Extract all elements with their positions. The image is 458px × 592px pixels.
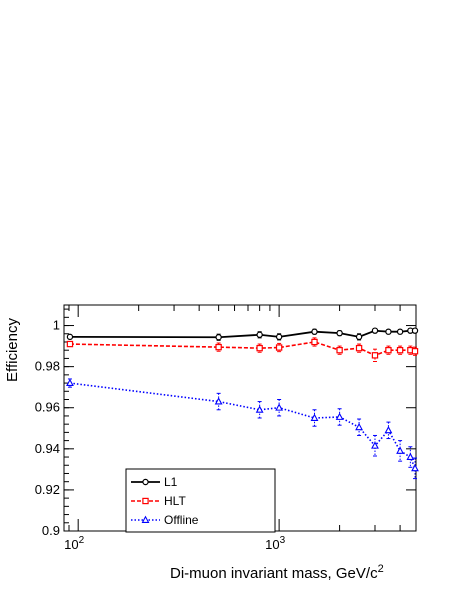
data-point bbox=[256, 331, 263, 338]
data-point bbox=[335, 412, 344, 420]
legend-entry-hlt: HLT bbox=[131, 494, 186, 508]
series-line bbox=[69, 329, 415, 339]
data-point bbox=[275, 344, 283, 351]
data-point bbox=[311, 338, 318, 346]
legend-entry-l1: L1 bbox=[131, 475, 178, 489]
y-tick-label: 1 bbox=[53, 318, 60, 333]
data-point bbox=[355, 422, 363, 431]
legend-marker bbox=[142, 497, 149, 505]
data-point bbox=[406, 452, 415, 460]
data-point bbox=[371, 352, 379, 359]
data-point bbox=[66, 333, 74, 341]
legend-entries: L1 HLT Offline bbox=[131, 475, 199, 527]
data-point bbox=[371, 441, 379, 449]
data-point bbox=[66, 378, 74, 387]
y-tick-label: 0.92 bbox=[35, 482, 60, 497]
y-tick-label: 0.9 bbox=[42, 523, 60, 538]
data-point bbox=[384, 425, 393, 434]
series-line bbox=[69, 382, 416, 469]
data-point bbox=[411, 327, 419, 334]
x-axis-title: Di-muon invariant mass, GeV/c2 bbox=[170, 563, 384, 582]
legend-entry-offline: Offline bbox=[131, 513, 199, 527]
data-point bbox=[275, 333, 283, 341]
data-point bbox=[311, 328, 318, 335]
data-point bbox=[396, 446, 405, 454]
data-point bbox=[396, 328, 404, 335]
data-point bbox=[355, 344, 363, 352]
legend-label: HLT bbox=[164, 494, 186, 508]
data-point bbox=[336, 329, 343, 337]
x-tick-label: 103 bbox=[265, 535, 285, 552]
y-tick-label: 0.96 bbox=[35, 400, 60, 415]
data-point bbox=[66, 340, 74, 348]
data-point bbox=[336, 347, 343, 354]
legend: L1 HLT Offline bbox=[125, 468, 276, 533]
legend-label: Offline bbox=[164, 513, 199, 527]
data-point bbox=[255, 405, 264, 413]
series-line bbox=[69, 341, 416, 357]
x-axis-title-text: Di-muon invariant mass, GeV/c bbox=[170, 565, 378, 582]
data-point bbox=[215, 343, 222, 351]
x-tick-label: 102 bbox=[64, 535, 84, 552]
data-point bbox=[371, 327, 379, 334]
legend-marker bbox=[141, 515, 150, 523]
series-hlt bbox=[66, 337, 419, 362]
legend-marker bbox=[142, 478, 149, 486]
y-tick-label: 0.98 bbox=[35, 359, 60, 374]
data-point bbox=[385, 347, 392, 354]
data-point bbox=[411, 463, 419, 472]
data-point bbox=[411, 348, 419, 355]
data-point bbox=[396, 347, 404, 354]
y-axis-ticks: 0.9 0.92 0.94 0.96 0.98 1 bbox=[35, 308, 416, 538]
data-point bbox=[275, 403, 284, 411]
data-point bbox=[215, 334, 222, 341]
data-point bbox=[256, 344, 263, 352]
data-point bbox=[385, 328, 392, 335]
legend-label: L1 bbox=[164, 475, 178, 489]
data-point bbox=[355, 333, 363, 341]
y-tick-label: 0.94 bbox=[35, 441, 60, 456]
x-axis-title-superscript: 2 bbox=[378, 563, 384, 575]
data-point bbox=[310, 413, 319, 421]
data-point bbox=[214, 397, 223, 405]
series-layer bbox=[66, 327, 419, 480]
series-offline bbox=[66, 378, 419, 480]
y-axis-title: Efficiency bbox=[4, 318, 21, 382]
series-l1 bbox=[66, 327, 419, 341]
